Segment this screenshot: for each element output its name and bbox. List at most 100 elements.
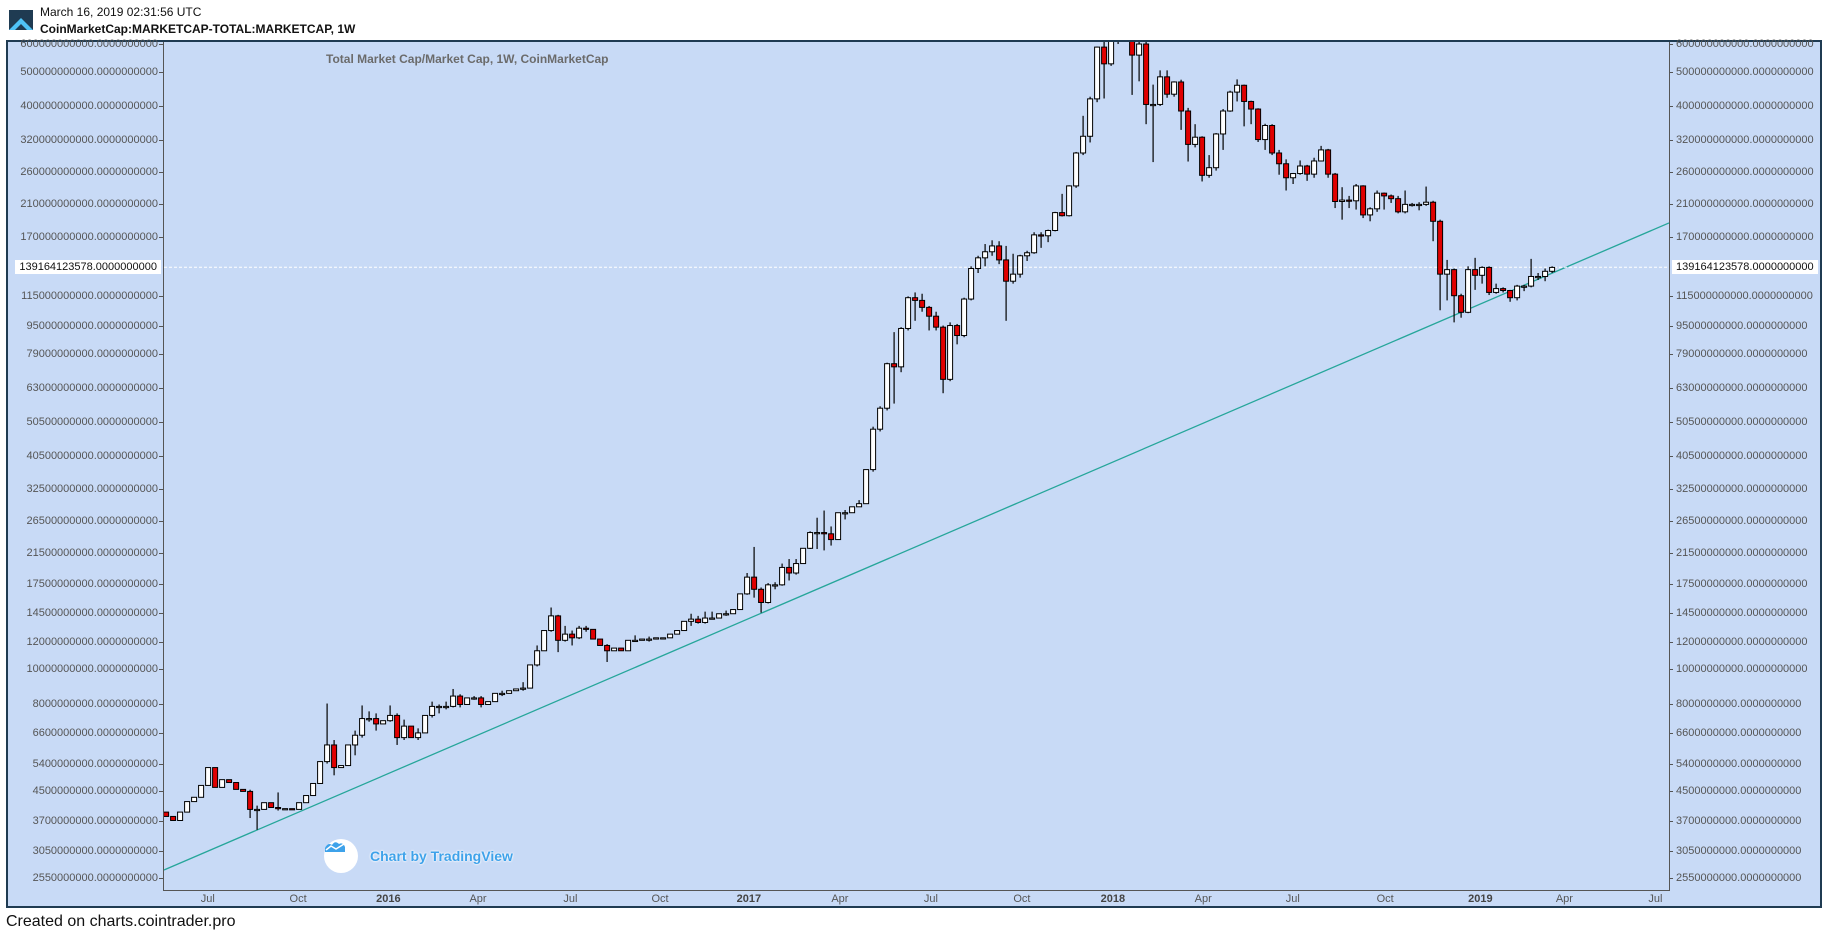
candle-down — [590, 628, 597, 640]
y-axis-tick-left — [159, 763, 163, 765]
y-axis-label-left: 8000000000.0000000000 — [32, 697, 158, 710]
y-axis-tick-right — [1669, 236, 1673, 238]
candle-down — [1507, 290, 1514, 299]
y-axis-label-right: 8000000000.0000000000 — [1676, 697, 1802, 710]
plot-area[interactable]: Total Market Cap/Market Cap, 1W, CoinMar… — [163, 42, 1670, 891]
candle-up — [1528, 275, 1535, 287]
y-axis-label-left: 400000000000.0000000000 — [20, 99, 158, 112]
candle-up — [359, 718, 366, 736]
candle-up — [184, 801, 191, 813]
candle-up — [849, 506, 856, 514]
y-axis-label-right: 63000000000.0000000000 — [1676, 382, 1808, 395]
y-axis-tick-left — [159, 296, 163, 298]
tradingview-watermark[interactable]: Chart by TradingView — [324, 839, 513, 873]
candle-up — [856, 503, 863, 508]
candle-up — [1479, 266, 1486, 276]
y-axis-label-right: 26500000000.0000000000 — [1676, 514, 1808, 527]
candle-up — [1227, 91, 1234, 112]
y-axis-tick-left — [159, 455, 163, 457]
y-axis-label-left: 6600000000.0000000000 — [32, 726, 158, 739]
chart-frame[interactable]: Total Market Cap/Market Cap, 1W, CoinMar… — [6, 38, 1822, 908]
y-axis-tick-left — [159, 612, 163, 614]
candle-down — [751, 576, 758, 590]
candle-down — [1255, 108, 1262, 141]
candle-up — [1311, 160, 1318, 175]
y-axis-label-left: 10000000000.0000000000 — [26, 663, 158, 676]
y-axis-tick-right — [1669, 353, 1673, 355]
tradingview-watermark-text: Chart by TradingView — [370, 848, 513, 864]
y-axis-tick-right — [1669, 520, 1673, 522]
candlestick-chart[interactable] — [164, 42, 1669, 890]
candle-down — [1269, 124, 1276, 154]
y-axis-tick-right — [1669, 171, 1673, 173]
y-axis-label-right: 400000000000.0000000000 — [1676, 99, 1814, 112]
y-axis-tick-left — [159, 489, 163, 491]
candle-up — [989, 245, 996, 253]
candle-down — [1164, 76, 1171, 95]
candle-down — [1003, 259, 1010, 282]
candle-down — [268, 802, 275, 809]
candle-down — [919, 299, 926, 308]
candle-up — [352, 734, 359, 746]
x-axis-label: 2016 — [376, 893, 401, 905]
candle-up — [639, 638, 646, 641]
candle-up — [401, 725, 408, 739]
y-axis-label-right: 4500000000.0000000000 — [1676, 785, 1802, 798]
candle-up — [681, 620, 688, 632]
x-axis-label: Oct — [289, 893, 307, 905]
candle-down — [618, 647, 625, 652]
y-axis-label-left: 14500000000.0000000000 — [26, 606, 158, 619]
candle-down — [1038, 234, 1045, 237]
y-axis-tick-left — [159, 703, 163, 705]
candle-up — [723, 613, 730, 616]
y-axis-tick-right — [1669, 552, 1673, 554]
candle-up — [1542, 270, 1549, 277]
y-axis-label-right: 32500000000.0000000000 — [1676, 483, 1808, 496]
candle-down — [912, 297, 919, 301]
y-axis-label-right: 320000000000.0000000000 — [1676, 134, 1814, 147]
y-axis-label-left: 500000000000.0000000000 — [20, 65, 158, 78]
candle-up — [1549, 266, 1556, 272]
y-axis-label-left: 600000000000.0000000000 — [20, 38, 158, 51]
candle-up — [1066, 185, 1073, 217]
y-axis-tick-right — [1669, 296, 1673, 298]
candle-down — [1458, 295, 1465, 313]
y-axis-tick-left — [159, 641, 163, 643]
candle-up — [1416, 203, 1423, 207]
y-axis-label-right: 5400000000.0000000000 — [1676, 757, 1802, 770]
candle-down — [940, 326, 947, 380]
candle-up — [1220, 110, 1227, 135]
candle-down — [954, 325, 961, 337]
candle-down — [933, 315, 940, 328]
candle-up — [877, 407, 884, 430]
candle-down — [1437, 220, 1444, 275]
candle-down — [240, 788, 247, 792]
y-axis-label-right: 2550000000.0000000000 — [1676, 872, 1802, 885]
y-axis-label-left: 79000000000.0000000000 — [26, 347, 158, 360]
candle-up — [1031, 234, 1038, 254]
candle-down — [1472, 269, 1479, 276]
x-axis-label: 2017 — [736, 893, 762, 905]
candle-up — [177, 811, 184, 821]
candle-up — [534, 650, 541, 666]
candle-down — [1283, 163, 1290, 179]
candle-up — [793, 563, 800, 574]
candle-down — [821, 532, 828, 535]
y-axis-tick-left — [159, 325, 163, 327]
y-axis-tick-left — [159, 422, 163, 424]
y-axis-label-right: 3700000000.0000000000 — [1676, 815, 1802, 828]
x-axis-label: Apr — [1194, 893, 1212, 905]
candle-down — [457, 695, 464, 705]
candle-down — [1059, 212, 1066, 217]
candle-down — [695, 618, 702, 623]
candle-down — [555, 615, 562, 641]
candle-up — [548, 615, 555, 632]
candle-up — [520, 687, 527, 690]
candle-down — [1304, 165, 1311, 175]
candle-up — [198, 784, 205, 798]
candle-up — [1087, 98, 1094, 137]
candle-down — [275, 807, 282, 810]
y-axis-tick-right — [1669, 732, 1673, 734]
candle-down — [331, 744, 338, 769]
candle-up — [961, 298, 968, 337]
